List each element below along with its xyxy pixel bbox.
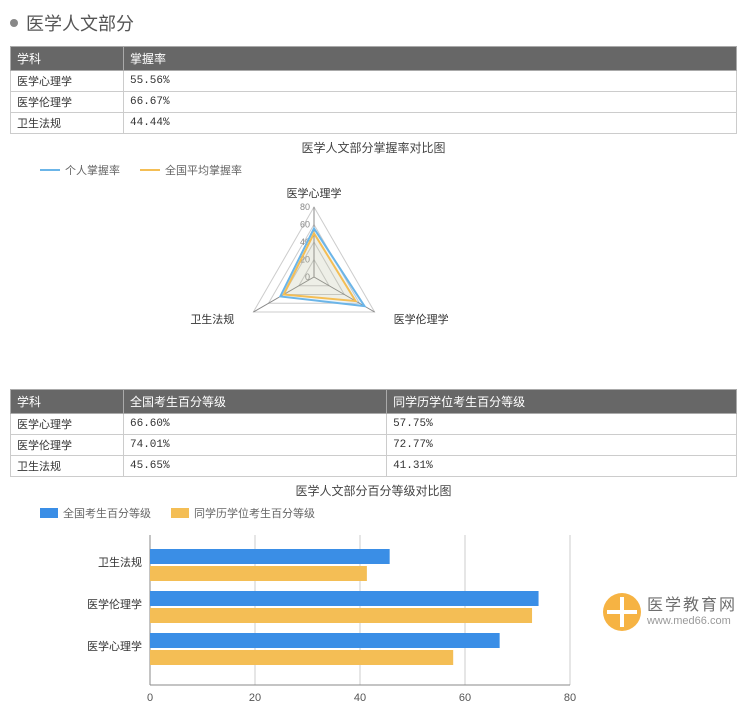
- table-row: 卫生法规45.65%41.31%: [11, 456, 737, 477]
- table-row: 卫生法规44.44%: [11, 113, 737, 134]
- legend-swatch: [140, 169, 160, 171]
- table-cell: 医学伦理学: [11, 435, 124, 456]
- table-cell: 45.65%: [124, 456, 387, 477]
- bullet-icon: [10, 19, 18, 27]
- table-row: 医学伦理学74.01%72.77%: [11, 435, 737, 456]
- radar-title: 医学人文部分掌握率对比图: [10, 139, 737, 156]
- svg-text:0: 0: [147, 692, 153, 704]
- svg-text:40: 40: [354, 692, 366, 704]
- table-cell: 66.67%: [124, 92, 737, 113]
- table-header: 学科: [11, 390, 124, 414]
- table-cell: 57.75%: [387, 414, 737, 435]
- legend-item: 全国考生百分等级: [40, 505, 151, 521]
- legend-label: 全国平均掌握率: [165, 162, 242, 178]
- table-cell: 医学心理学: [11, 71, 124, 92]
- table-cell: 72.77%: [387, 435, 737, 456]
- svg-text:医学心理学: 医学心理学: [286, 186, 341, 200]
- table-header: 学科: [11, 47, 124, 71]
- table-header: 掌握率: [124, 47, 737, 71]
- table-cell: 74.01%: [124, 435, 387, 456]
- table-cell: 66.60%: [124, 414, 387, 435]
- svg-text:60: 60: [299, 220, 309, 230]
- legend-swatch: [171, 508, 189, 518]
- table-cell: 卫生法规: [11, 113, 124, 134]
- legend-item: 个人掌握率: [40, 162, 120, 178]
- section-title-text: 医学人文部分: [26, 10, 134, 36]
- svg-text:卫生法规: 卫生法规: [190, 312, 234, 326]
- radar-chart: 医学心理学医学伦理学卫生法规020406080: [10, 182, 737, 375]
- legend-label: 全国考生百分等级: [63, 505, 151, 521]
- table-cell: 医学伦理学: [11, 92, 124, 113]
- table-row: 医学心理学55.56%: [11, 71, 737, 92]
- mastery-table: 学科掌握率 医学心理学55.56%医学伦理学66.67%卫生法规44.44%: [10, 46, 737, 134]
- bar-title: 医学人文部分百分等级对比图: [10, 482, 737, 499]
- table-cell: 医学心理学: [11, 414, 124, 435]
- svg-text:卫生法规: 卫生法规: [98, 555, 142, 569]
- legend-item: 全国平均掌握率: [140, 162, 242, 178]
- table-cell: 55.56%: [124, 71, 737, 92]
- percentile-table: 学科全国考生百分等级同学历学位考生百分等级 医学心理学66.60%57.75%医…: [10, 389, 737, 477]
- legend-swatch: [40, 508, 58, 518]
- table-cell: 41.31%: [387, 456, 737, 477]
- svg-text:医学心理学: 医学心理学: [87, 639, 142, 653]
- bar-legend: 全国考生百分等级 同学历学位考生百分等级: [40, 505, 737, 521]
- watermark-en: www.med66.com: [647, 615, 737, 627]
- table-header: 同学历学位考生百分等级: [387, 390, 737, 414]
- svg-text:80: 80: [299, 202, 309, 212]
- table-cell: 44.44%: [124, 113, 737, 134]
- svg-text:80: 80: [564, 692, 576, 704]
- watermark-cn: 医学教育网: [647, 597, 737, 615]
- svg-text:医学伦理学: 医学伦理学: [393, 312, 448, 326]
- table-row: 医学伦理学66.67%: [11, 92, 737, 113]
- section-title: 医学人文部分: [10, 10, 737, 36]
- table-header: 全国考生百分等级: [124, 390, 387, 414]
- svg-text:20: 20: [249, 692, 261, 704]
- table-row: 医学心理学66.60%57.75%: [11, 414, 737, 435]
- legend-swatch: [40, 169, 60, 171]
- legend-label: 同学历学位考生百分等级: [194, 505, 315, 521]
- svg-text:60: 60: [459, 692, 471, 704]
- radar-legend: 个人掌握率 全国平均掌握率: [40, 162, 737, 178]
- logo-icon: [603, 593, 641, 631]
- svg-text:医学伦理学: 医学伦理学: [87, 597, 142, 611]
- watermark: 医学教育网 www.med66.com: [603, 593, 737, 631]
- legend-label: 个人掌握率: [65, 162, 120, 178]
- legend-item: 同学历学位考生百分等级: [171, 505, 315, 521]
- table-cell: 卫生法规: [11, 456, 124, 477]
